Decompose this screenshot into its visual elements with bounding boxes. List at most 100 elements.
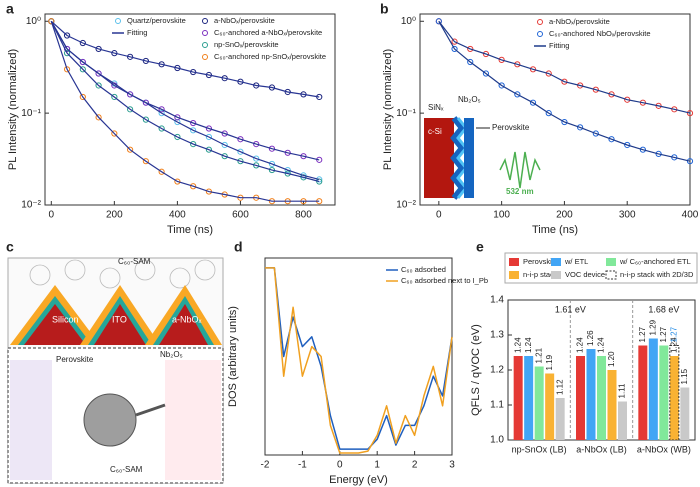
data-point (253, 141, 260, 148)
y-tick-label: 10⁻¹ (396, 108, 416, 119)
data-point (467, 58, 474, 66)
bar (669, 345, 680, 441)
y-axis-label: PL Intensity (normalized) (382, 49, 394, 170)
fit-line (50, 21, 320, 183)
data-point (529, 66, 537, 73)
data-point (608, 91, 615, 98)
c60 (29, 264, 51, 286)
nb2o5-layer (450, 116, 466, 200)
legend-label: C₆₀-anchored np-SnOₓ/perovskite (214, 52, 326, 61)
legend-label: C₆₀ adsorbed (401, 265, 446, 274)
panel-label: e (476, 239, 484, 255)
nb2o5-slab (165, 360, 221, 480)
inset-label: Nb₂O₅ (458, 95, 481, 104)
data-point (190, 127, 197, 134)
c-si-block (424, 118, 454, 198)
data-point (268, 145, 276, 152)
annotation: 1.61 eV (555, 304, 586, 314)
x-tick-label: 200 (556, 210, 573, 221)
data-point (79, 66, 86, 73)
legend-label: Quartz/perovskite (127, 16, 186, 25)
bar (638, 345, 648, 440)
bar (618, 401, 627, 440)
bar (534, 366, 544, 440)
inset-device: SiNₓ Nb₂O₅ c-Si Perovskite 532 nm (424, 95, 541, 200)
fit-line (50, 20, 320, 98)
legend-marker (551, 258, 561, 266)
laser-wave (499, 151, 541, 189)
value-label: 1.15 (680, 368, 689, 384)
fit-line (438, 20, 691, 114)
x-axis-label: Time (ns) (532, 224, 578, 236)
data-point (127, 53, 134, 60)
fit-line (50, 21, 320, 180)
value-label: 1.11 (618, 383, 627, 399)
value-label: 1.20 (607, 351, 616, 367)
data-point (190, 119, 197, 127)
silicon (159, 304, 208, 345)
data-point (300, 172, 307, 179)
data-point (561, 118, 568, 126)
data-point (158, 106, 165, 113)
data-point (127, 91, 134, 98)
data-point (127, 146, 134, 153)
data-point (142, 116, 149, 123)
x-tick-label: 800 (295, 210, 312, 221)
data-point (268, 160, 276, 168)
data-point (624, 141, 631, 149)
data-point (253, 155, 260, 162)
y-axis-label: DOS (arbitrary units) (227, 306, 239, 407)
bar (524, 356, 534, 440)
data-point (577, 124, 584, 131)
value-label: 1.24 (597, 337, 606, 353)
x-tick-label: 200 (106, 210, 123, 221)
value-label: 1.26 (586, 330, 595, 346)
x-tick-label: -2 (261, 460, 270, 471)
data-point (284, 166, 291, 174)
diagram-c: Silicon ITO a-NbOₓ C₆₀-SAM Perovskite Nb… (7, 257, 224, 484)
data-point (95, 70, 102, 77)
bar (597, 356, 606, 440)
x-tick-label: np-SnOx (LB) (512, 444, 567, 454)
x-tick-label: a-NbOx (LB) (576, 444, 627, 454)
value-label: 1.27 (638, 326, 647, 342)
x-tick-label: 0 (436, 210, 442, 221)
bar (576, 356, 585, 440)
sinx-layer (456, 117, 468, 199)
value-label: 1.12 (555, 379, 564, 395)
x-tick-label: 400 (169, 210, 186, 221)
bar (545, 373, 555, 440)
data-point (205, 125, 213, 132)
legend-frame (504, 252, 698, 284)
data-point (221, 130, 228, 137)
data-point (237, 136, 244, 143)
data-point (79, 58, 86, 66)
legend-label: n-i-p stack (523, 270, 558, 279)
y-tick-label: 10⁻² (21, 200, 41, 211)
legend-marker (551, 271, 561, 279)
value-label: 1.29 (648, 319, 657, 335)
diagram-label: Perovskite (56, 355, 94, 364)
legend-marker (606, 258, 616, 266)
plot-frame (419, 13, 691, 206)
data-point (686, 110, 694, 117)
plot-frame (264, 257, 453, 456)
data-point (158, 110, 165, 117)
legend-label: a-NbOₓ/perovskite (214, 16, 275, 25)
y-tick-label: 10⁻¹ (21, 108, 41, 119)
data-point (205, 146, 213, 153)
data-point (514, 61, 521, 68)
dos-line (265, 267, 453, 454)
value-label: 1.21 (534, 347, 543, 363)
legend-label: w/ C₆₀-anchored ETL (619, 257, 691, 266)
legend-marker (202, 54, 208, 60)
bar (586, 349, 596, 440)
data-point (237, 158, 244, 165)
legend-label: VOC device (565, 270, 605, 279)
data-point (545, 110, 552, 117)
fit-line (50, 21, 320, 161)
data-point (316, 176, 323, 183)
data-point (48, 18, 55, 25)
c60 (194, 259, 216, 281)
perovskite-slab (10, 360, 52, 480)
